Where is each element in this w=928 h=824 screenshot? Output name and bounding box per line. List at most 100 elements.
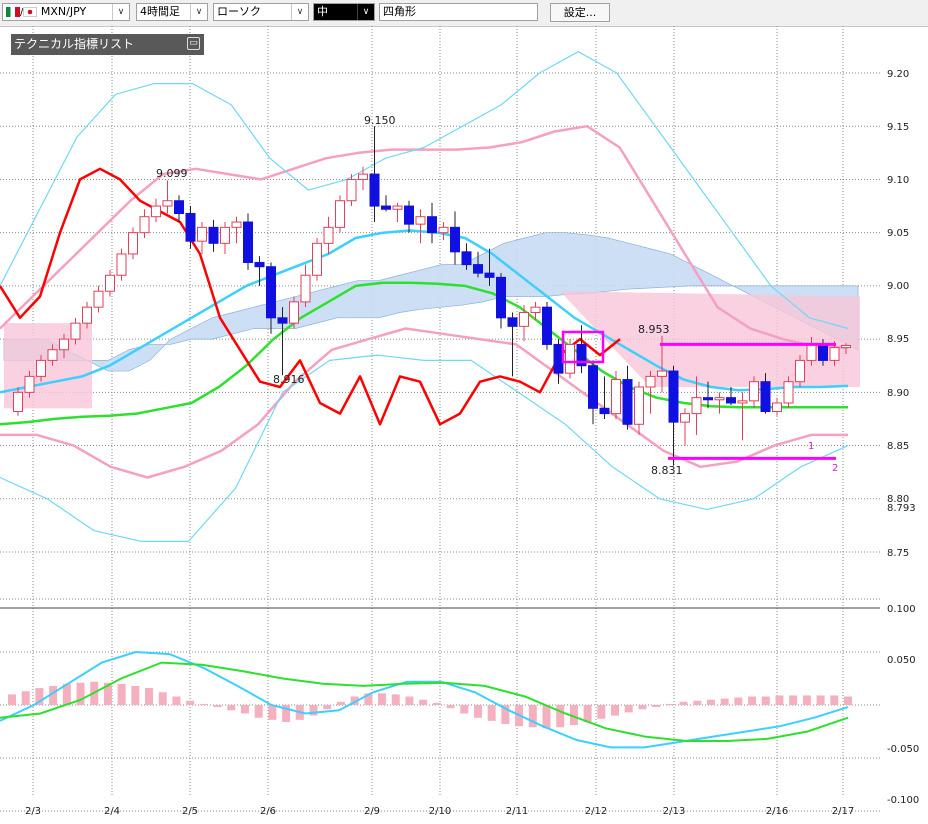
price-annotation: 1 — [808, 441, 814, 452]
price-tick-label: 9.10 — [887, 175, 909, 186]
macd-histogram-bar — [830, 695, 839, 705]
macd-histogram-bar — [597, 705, 606, 719]
candle-down — [174, 200, 184, 215]
chevron-down-icon[interactable]: ∨ — [112, 4, 129, 20]
draw-tool-label: 四角形 — [383, 5, 416, 18]
price-annotation: 9.099 — [156, 167, 188, 180]
candle-up — [197, 226, 207, 242]
candle-up — [611, 379, 621, 415]
cloud-area-right — [560, 291, 860, 388]
moving-averages — [0, 167, 849, 426]
macd-histogram-bar — [213, 705, 222, 708]
candle-up — [806, 343, 817, 361]
price-tick-label: 8.85 — [887, 441, 909, 452]
macd-histogram-bar — [131, 685, 140, 705]
macd-histogram-bar — [720, 698, 729, 705]
price-axis: 9.20 9.15 9.10 9.05 9.00 8.95 8.90 8.85 8.808.79… — [887, 69, 919, 806]
candle-down — [818, 343, 828, 361]
date-axis: 2/3 2/4 2/5 2/6 2/9 2/10 2/11 2/12 2/13 2/16 2/17 — [25, 806, 854, 817]
candle-down — [427, 216, 437, 234]
candle-up — [737, 400, 748, 404]
macd-histogram-bar — [679, 701, 688, 705]
macd-tick-label: 0.050 — [887, 655, 916, 666]
chevron-down-icon[interactable]: ∨ — [357, 4, 374, 20]
candle-up — [289, 301, 299, 324]
macd-histogram-bar — [528, 705, 537, 728]
candle-down — [369, 173, 380, 207]
candle-up — [438, 226, 449, 234]
macd-histogram-bar — [556, 705, 565, 728]
macd-histogram-bar — [145, 688, 154, 705]
bollinger-lower-1 — [0, 327, 848, 479]
draw-tool-field[interactable]: 四角形 — [379, 3, 538, 21]
drawing-overlays: 9.099 8.916 9.150 8.953 8.831 1 2 — [156, 114, 838, 477]
candle-up — [323, 226, 334, 244]
candle-up — [162, 200, 173, 207]
price-tick-label: 8.95 — [887, 334, 909, 345]
settings-button[interactable]: 設定... — [550, 3, 610, 22]
date-tick-label: 2/5 — [182, 806, 198, 817]
macd-histogram-bar — [76, 682, 85, 705]
macd-panel — [0, 650, 852, 749]
symbol-label: MXN/JPY — [40, 5, 87, 18]
macd-histogram-bar — [446, 705, 455, 709]
candle-up — [59, 338, 69, 351]
bollinger-upper-1 — [0, 124, 849, 349]
technical-indicator-list-panel[interactable]: テクニカル指標リスト ▭ — [11, 34, 204, 55]
candle-down — [277, 317, 288, 324]
candle-up — [70, 322, 81, 340]
line-width-select[interactable]: 中 ∨ — [313, 3, 375, 21]
candle-down — [553, 343, 564, 374]
date-tick-label: 2/4 — [104, 806, 120, 817]
candle-up — [680, 413, 690, 423]
macd-histogram-bar — [419, 699, 428, 705]
candle-up — [220, 226, 230, 244]
chevron-down-icon[interactable]: ∨ — [190, 4, 207, 20]
symbol-select[interactable]: / MXN/JPY ∨ — [2, 3, 130, 21]
macd-histogram-bar — [158, 692, 167, 705]
minimize-icon[interactable]: ▭ — [187, 37, 200, 50]
macd-histogram-bar — [611, 705, 620, 716]
macd-histogram-bar — [734, 697, 743, 705]
macd-histogram-bar — [268, 705, 277, 720]
date-tick-label: 2/17 — [832, 806, 854, 817]
date-tick-label: 2/12 — [585, 806, 607, 817]
candle-up — [634, 386, 644, 425]
candle-down — [404, 205, 414, 225]
candle-up — [300, 274, 311, 303]
price-tick-label: 9.05 — [887, 228, 909, 239]
sma-mid-line — [0, 229, 849, 394]
macd-histogram-bar — [844, 696, 852, 705]
macd-histogram-bar — [789, 695, 798, 705]
candle-up — [841, 344, 851, 349]
macd-histogram-bar — [405, 696, 414, 705]
candle-up — [312, 242, 322, 276]
candle-up — [530, 306, 541, 313]
candle-down — [576, 343, 587, 367]
candle-down — [599, 407, 610, 415]
candle-down — [588, 365, 598, 409]
date-tick-label: 2/11 — [506, 806, 528, 817]
price-tick-label: 8.90 — [887, 388, 909, 399]
chart-style-select[interactable]: ローソク ∨ — [213, 3, 309, 21]
candle-up — [714, 397, 725, 401]
macd-histogram-bar — [569, 705, 578, 726]
candle-up — [105, 274, 115, 292]
timeframe-select[interactable]: 4時間足 ∨ — [136, 3, 208, 21]
candle-up — [36, 359, 46, 377]
candle-up — [128, 232, 138, 255]
macd-histogram-bar — [186, 700, 195, 705]
candle-up — [231, 221, 242, 228]
macd-histogram-bar — [693, 700, 702, 705]
candle-down — [473, 264, 483, 274]
macd-histogram-bar — [282, 705, 291, 722]
macd-histogram-bar — [364, 693, 373, 705]
candle-up — [139, 216, 150, 234]
price-annotation: 8.916 — [273, 373, 305, 386]
macd-histogram-bar — [103, 682, 112, 705]
macd-histogram-bar — [583, 705, 592, 722]
macd-histogram-bar — [350, 696, 359, 705]
chevron-down-icon[interactable]: ∨ — [291, 4, 308, 20]
candle-down — [760, 381, 771, 412]
macd-histogram-bar — [227, 705, 236, 711]
